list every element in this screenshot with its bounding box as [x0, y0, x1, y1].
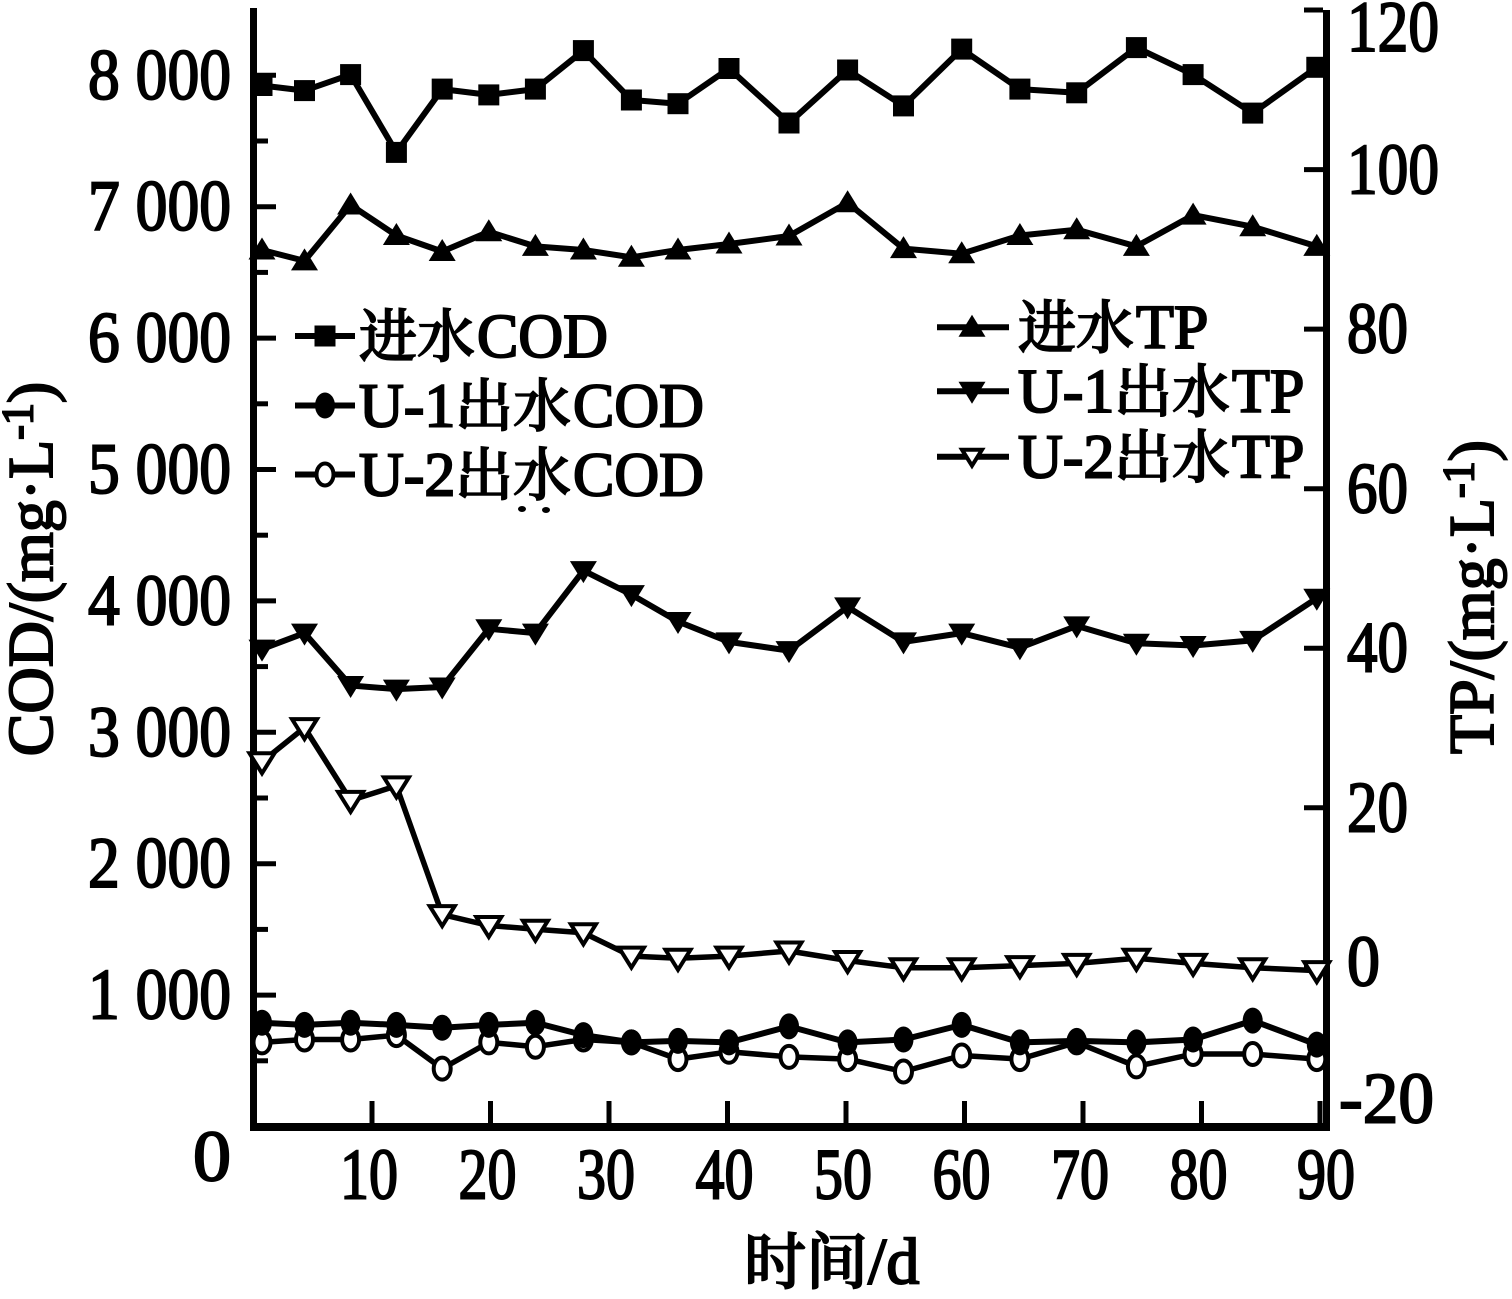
svg-text:40: 40 — [696, 1135, 754, 1215]
svg-text:COD: COD — [573, 442, 704, 510]
svg-text:2 000: 2 000 — [88, 823, 231, 903]
svg-text:-20: -20 — [1339, 1059, 1434, 1139]
svg-text:COD: COD — [573, 373, 704, 441]
svg-text:1 000: 1 000 — [88, 955, 231, 1035]
svg-text:7 000: 7 000 — [88, 166, 231, 246]
svg-text:U-2: U-2 — [1018, 424, 1114, 492]
svg-text:30: 30 — [577, 1135, 635, 1215]
svg-text:50: 50 — [814, 1135, 872, 1215]
svg-text:10: 10 — [340, 1135, 398, 1215]
svg-text:TP: TP — [1232, 358, 1304, 426]
svg-text:/d: /d — [868, 1226, 919, 1299]
svg-text:U-1: U-1 — [1018, 358, 1114, 426]
svg-text:60: 60 — [933, 1135, 991, 1215]
svg-text:6 000: 6 000 — [88, 298, 231, 378]
svg-text:0: 0 — [193, 1117, 231, 1197]
svg-text:40: 40 — [1347, 608, 1408, 688]
svg-text:TP: TP — [1136, 294, 1208, 362]
svg-text:4 000: 4 000 — [88, 560, 231, 640]
svg-text:90: 90 — [1297, 1135, 1355, 1215]
svg-text:TP: TP — [1232, 424, 1304, 492]
svg-text:60: 60 — [1347, 449, 1408, 529]
svg-text:80: 80 — [1347, 289, 1408, 369]
svg-text:U-2: U-2 — [359, 442, 455, 510]
svg-text:120: 120 — [1347, 0, 1439, 67]
svg-text:20: 20 — [459, 1135, 517, 1215]
svg-text:100: 100 — [1347, 130, 1439, 210]
svg-text:5 000: 5 000 — [88, 429, 231, 509]
svg-text:COD: COD — [477, 303, 608, 371]
svg-text:3 000: 3 000 — [88, 692, 231, 772]
svg-text:80: 80 — [1170, 1135, 1228, 1215]
svg-text:0: 0 — [1347, 922, 1380, 1002]
svg-text:70: 70 — [1051, 1135, 1109, 1215]
svg-text:U-1: U-1 — [359, 373, 455, 441]
svg-text:8 000: 8 000 — [88, 35, 231, 115]
svg-text:20: 20 — [1347, 768, 1408, 848]
svg-text:COD/(mg·L-1): COD/(mg·L-1) — [0, 382, 66, 756]
